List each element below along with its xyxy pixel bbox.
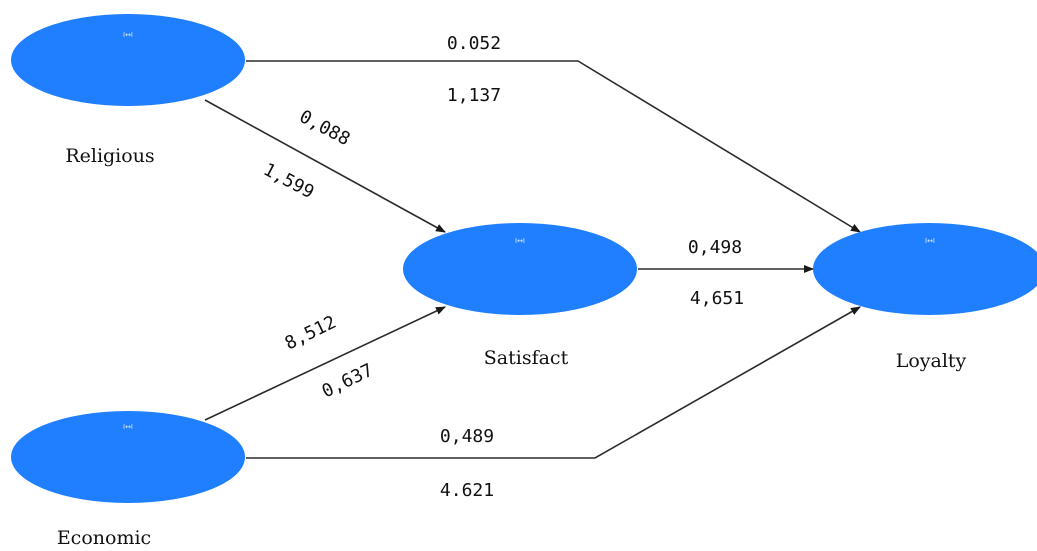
node-religious-ellipse[interactable]	[11, 14, 245, 106]
node-loyalty[interactable]: I↔I	[813, 223, 1037, 315]
edge-religious-satisfaction[interactable]	[204, 99, 446, 233]
coef-economic-satisfaction: 8,512	[282, 312, 340, 355]
node-label-satisfaction: Satisfact	[484, 347, 569, 369]
node-economic[interactable]: I↔I	[11, 411, 245, 503]
tvalue-religious-satisfaction: 1,599	[260, 159, 318, 203]
node-satisfaction-ellipse[interactable]	[403, 223, 637, 315]
edge-economic-satisfaction[interactable]	[204, 306, 446, 421]
tvalue-satisfaction-loyalty: 4,651	[690, 288, 744, 309]
coef-satisfaction-loyalty: 0,498	[688, 237, 742, 258]
indicator-icon: I↔I	[123, 423, 133, 431]
node-label-loyalty: Loyalty	[896, 350, 967, 372]
tvalue-religious-loyalty: 1,137	[447, 85, 501, 106]
coef-economic-loyalty: 0,489	[440, 426, 494, 447]
node-label-economic: Economic	[57, 527, 151, 549]
node-economic-ellipse[interactable]	[11, 411, 245, 503]
node-satisfaction[interactable]: I↔I	[403, 223, 637, 315]
coef-religious-loyalty: 0.052	[447, 33, 501, 54]
edge-economic-loyalty[interactable]	[246, 306, 861, 459]
tvalue-economic-satisfaction: 0,637	[319, 360, 377, 403]
node-loyalty-ellipse[interactable]	[813, 223, 1037, 315]
indicator-icon: I↔I	[123, 31, 133, 39]
indicator-icon: I↔I	[925, 237, 935, 245]
indicator-icon: I↔I	[515, 237, 525, 245]
tvalue-economic-loyalty: 4.621	[440, 480, 494, 501]
node-label-religious: Religious	[65, 145, 154, 167]
coef-religious-satisfaction: 0,088	[296, 106, 354, 150]
edges	[204, 60, 861, 459]
node-religious[interactable]: I↔I	[11, 14, 245, 106]
edge-religious-loyalty[interactable]	[246, 60, 861, 233]
